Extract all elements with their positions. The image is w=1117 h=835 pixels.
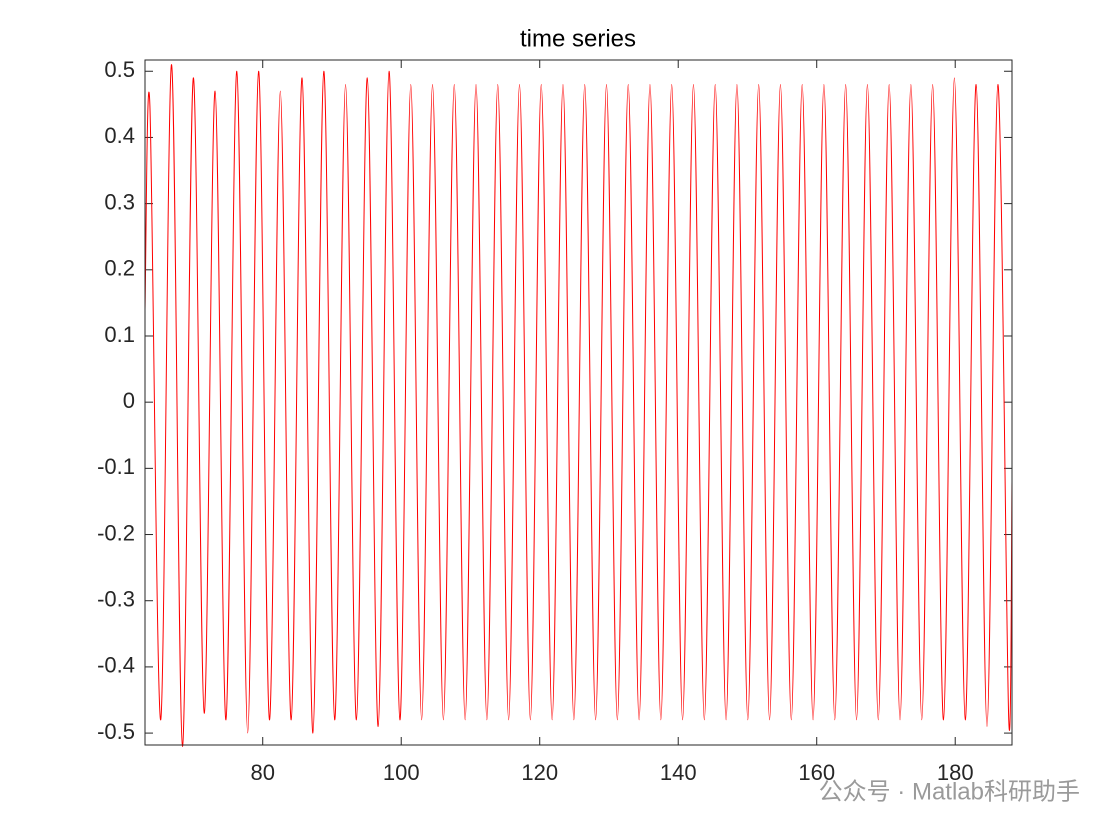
y-tick-label: -0.2 [97,520,135,545]
x-tick-label: 120 [521,760,558,785]
chart-title: time series [520,25,636,52]
y-tick-label: 0.3 [104,189,135,214]
y-tick-label: -0.1 [97,454,135,479]
axes-box [144,59,1013,746]
y-tick-label: 0.2 [104,256,135,281]
y-tick-label: 0.4 [104,123,135,148]
y-tick-label: -0.5 [97,719,135,744]
y-tick-label: 0.5 [104,57,135,82]
x-tick-label: 100 [383,760,420,785]
y-tick-label: 0.1 [104,322,135,347]
x-tick-label: 160 [798,760,835,785]
y-tick-label: 0 [123,388,135,413]
watermark: 公众号 · Matlab科研助手 [819,778,1080,805]
series-line [144,64,1013,747]
y-tick-label: -0.4 [97,653,135,678]
y-tick-label: -0.3 [97,587,135,612]
x-tick-label: 140 [660,760,697,785]
x-tick-label: 80 [250,760,274,785]
x-tick-label: 180 [937,760,974,785]
